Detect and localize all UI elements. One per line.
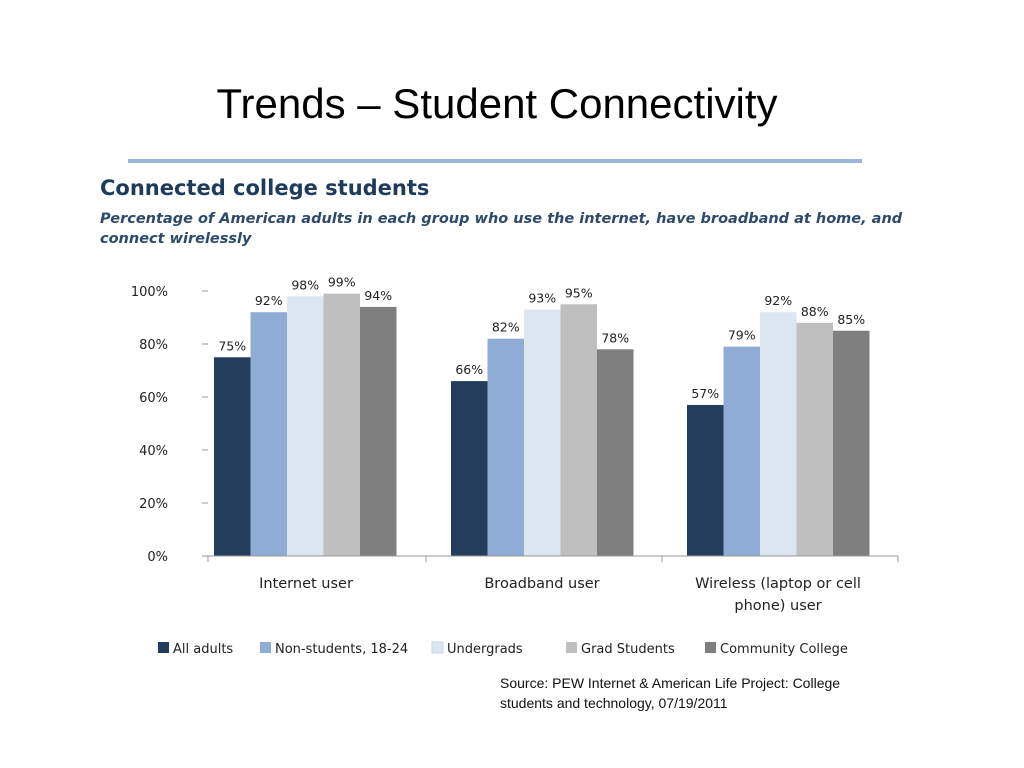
data-label: 79%: [728, 328, 756, 343]
bar: [597, 349, 634, 556]
category-label: Wireless (laptop or cell: [695, 576, 861, 592]
legend-swatch: [260, 642, 271, 653]
data-label: 92%: [764, 293, 792, 308]
category-label: Broadband user: [484, 576, 599, 592]
data-label: 98%: [291, 277, 319, 292]
bar: [214, 357, 251, 556]
data-label: 99%: [328, 275, 356, 290]
y-tick-label: 0%: [147, 550, 168, 565]
bar: [833, 330, 870, 556]
bar: [287, 296, 324, 556]
legend-swatch: [705, 642, 716, 653]
bar: [760, 312, 797, 556]
slide-title: Trends – Student Connectivity: [216, 80, 778, 127]
chart-subtitle-line-2: connect wirelessly: [100, 231, 252, 247]
y-tick-label: 60%: [139, 391, 168, 406]
category-label: Internet user: [259, 576, 353, 592]
bar: [451, 381, 488, 556]
chart-title: Connected college students: [100, 176, 430, 200]
legend-swatch: [566, 642, 577, 653]
legend-label: Non-students, 18-24: [275, 642, 408, 657]
data-label: 78%: [601, 330, 629, 345]
bar: [796, 322, 833, 556]
data-label: 82%: [492, 320, 520, 335]
data-label: 66%: [455, 362, 483, 377]
bar: [323, 293, 360, 556]
data-label: 85%: [837, 312, 865, 327]
category-label: phone) user: [734, 598, 821, 614]
data-label: 75%: [218, 338, 246, 353]
data-label: 92%: [255, 293, 283, 308]
legend-label: Community College: [720, 642, 848, 657]
y-tick-label: 100%: [131, 285, 168, 300]
source-line-2: students and technology, 07/19/2011: [500, 695, 728, 711]
data-label: 57%: [691, 386, 719, 401]
chart-subtitle-line-1: Percentage of American adults in each gr…: [100, 211, 903, 227]
legend-label: Undergrads: [447, 642, 523, 657]
source-note: Source: PEW Internet & American Life Pro…: [500, 673, 900, 713]
data-label: 88%: [801, 304, 829, 319]
bar: [687, 404, 724, 556]
bar: [524, 309, 561, 556]
y-tick-label: 20%: [139, 497, 168, 512]
data-label: 93%: [528, 291, 556, 306]
legend-swatch: [158, 642, 169, 653]
bar: [250, 312, 287, 556]
title-divider: [128, 159, 862, 163]
data-label: 95%: [565, 285, 593, 300]
legend-swatch: [431, 641, 444, 654]
y-tick-label: 40%: [139, 444, 168, 459]
data-label: 94%: [364, 288, 392, 303]
bar: [487, 338, 524, 556]
bar: [560, 304, 597, 556]
legend-label: Grad Students: [581, 642, 675, 657]
bar: [360, 306, 397, 556]
bar: [723, 346, 760, 556]
chart-subtitle: Percentage of American adults in each gr…: [100, 209, 930, 249]
source-line-1: Source: PEW Internet & American Life Pro…: [500, 675, 841, 691]
legend-label: All adults: [173, 642, 233, 657]
y-tick-label: 80%: [139, 338, 168, 353]
